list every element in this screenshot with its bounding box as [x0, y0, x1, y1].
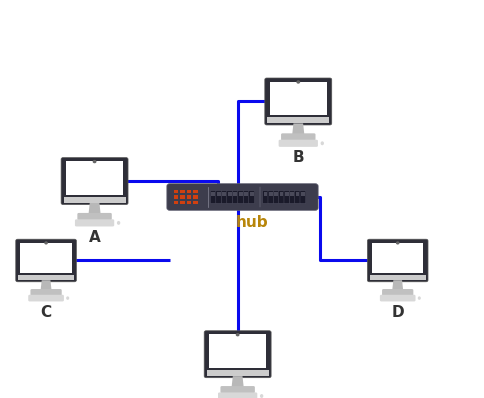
Bar: [268, 192, 272, 196]
Polygon shape: [41, 280, 51, 290]
Bar: [279, 192, 283, 196]
Bar: [206, 370, 268, 376]
FancyBboxPatch shape: [381, 289, 412, 296]
Text: A: A: [89, 230, 100, 245]
FancyBboxPatch shape: [215, 191, 221, 203]
Bar: [63, 197, 125, 203]
Bar: [173, 189, 178, 193]
FancyBboxPatch shape: [248, 191, 254, 203]
FancyBboxPatch shape: [278, 140, 318, 147]
FancyBboxPatch shape: [30, 289, 61, 296]
Bar: [180, 195, 184, 199]
FancyBboxPatch shape: [227, 191, 232, 203]
Circle shape: [45, 242, 47, 244]
Bar: [244, 192, 248, 196]
Polygon shape: [231, 376, 243, 387]
Polygon shape: [392, 280, 402, 290]
Bar: [186, 195, 191, 199]
FancyBboxPatch shape: [299, 191, 305, 203]
FancyBboxPatch shape: [166, 184, 318, 210]
Bar: [300, 192, 304, 196]
FancyBboxPatch shape: [243, 191, 249, 203]
Ellipse shape: [320, 141, 323, 145]
FancyBboxPatch shape: [262, 191, 268, 203]
FancyBboxPatch shape: [379, 295, 415, 301]
Bar: [186, 201, 191, 205]
Text: D: D: [391, 305, 403, 320]
FancyBboxPatch shape: [288, 191, 294, 203]
Bar: [216, 192, 220, 196]
FancyBboxPatch shape: [204, 331, 271, 378]
Ellipse shape: [117, 221, 120, 225]
Bar: [371, 242, 423, 273]
Bar: [180, 189, 184, 193]
FancyBboxPatch shape: [283, 191, 289, 203]
FancyBboxPatch shape: [237, 191, 243, 203]
FancyBboxPatch shape: [272, 191, 278, 203]
Bar: [369, 275, 424, 280]
FancyBboxPatch shape: [15, 239, 76, 282]
Text: C: C: [41, 305, 51, 320]
Bar: [238, 192, 242, 196]
FancyBboxPatch shape: [221, 191, 227, 203]
Bar: [263, 192, 267, 196]
Bar: [193, 189, 197, 193]
Ellipse shape: [66, 297, 69, 300]
FancyBboxPatch shape: [75, 219, 114, 226]
Bar: [193, 195, 197, 199]
FancyBboxPatch shape: [77, 213, 111, 220]
FancyBboxPatch shape: [366, 239, 427, 282]
Bar: [193, 201, 197, 205]
FancyBboxPatch shape: [280, 133, 315, 140]
Bar: [173, 201, 178, 205]
FancyBboxPatch shape: [232, 191, 238, 203]
FancyBboxPatch shape: [218, 392, 257, 398]
Bar: [20, 242, 72, 273]
Circle shape: [93, 161, 95, 163]
Bar: [180, 201, 184, 205]
Bar: [249, 192, 253, 196]
Bar: [269, 82, 326, 115]
Bar: [66, 161, 123, 195]
Ellipse shape: [417, 297, 420, 300]
FancyBboxPatch shape: [210, 191, 216, 203]
Bar: [186, 189, 191, 193]
Bar: [274, 192, 278, 196]
FancyBboxPatch shape: [28, 295, 64, 301]
Text: hub: hub: [235, 215, 268, 230]
Bar: [211, 192, 215, 196]
Bar: [222, 192, 226, 196]
FancyBboxPatch shape: [278, 191, 284, 203]
Polygon shape: [88, 203, 101, 214]
FancyBboxPatch shape: [61, 158, 128, 205]
FancyBboxPatch shape: [264, 78, 331, 125]
Bar: [233, 192, 237, 196]
FancyBboxPatch shape: [220, 386, 255, 393]
Bar: [267, 117, 329, 123]
Text: B: B: [292, 150, 303, 166]
Bar: [209, 334, 266, 368]
Bar: [285, 192, 288, 196]
Circle shape: [236, 334, 238, 336]
FancyBboxPatch shape: [294, 191, 300, 203]
Circle shape: [296, 81, 299, 83]
Bar: [173, 195, 178, 199]
Bar: [289, 192, 293, 196]
Bar: [227, 192, 231, 196]
Bar: [295, 192, 299, 196]
Polygon shape: [291, 123, 303, 135]
Bar: [18, 275, 74, 280]
Circle shape: [396, 242, 398, 244]
Ellipse shape: [259, 394, 263, 398]
FancyBboxPatch shape: [267, 191, 273, 203]
